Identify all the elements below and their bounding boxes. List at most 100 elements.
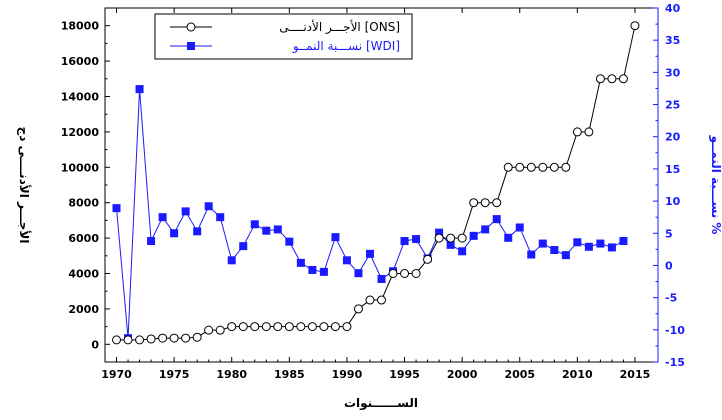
- data-point-wdi: [561, 251, 570, 260]
- data-point-ons: [273, 322, 283, 332]
- legend-box: [154, 13, 413, 60]
- data-point-ons: [561, 162, 571, 172]
- x-tick-label: 1995: [389, 368, 420, 381]
- data-point-wdi: [469, 231, 478, 240]
- data-point-ons: [146, 334, 156, 344]
- data-point-wdi: [181, 207, 190, 216]
- y-left-tick-label: 12000: [61, 126, 100, 139]
- x-tick-label: 2015: [620, 368, 651, 381]
- data-point-ons: [607, 74, 617, 84]
- y-right-tick-label: 10: [665, 195, 681, 208]
- y-right-tick-label: -5: [665, 292, 677, 305]
- data-point-wdi: [377, 274, 386, 283]
- data-point-ons: [123, 335, 133, 345]
- y-right-tick-label: -15: [665, 356, 685, 369]
- x-tick-label: 1985: [274, 368, 305, 381]
- data-point-ons: [595, 74, 605, 84]
- data-point-wdi: [527, 250, 536, 259]
- data-point-ons: [227, 322, 237, 332]
- y-left-tick-label: 16000: [61, 55, 100, 68]
- y-left-tick-label: 14000: [61, 91, 100, 104]
- data-point-ons: [135, 335, 145, 345]
- x-tick-label: 2010: [562, 368, 593, 381]
- data-point-ons: [319, 322, 329, 332]
- data-point-ons: [618, 74, 628, 84]
- data-point-ons: [480, 198, 490, 208]
- y-right-tick-label: 30: [665, 66, 681, 79]
- data-point-ons: [469, 198, 479, 208]
- data-point-wdi: [158, 213, 167, 222]
- data-point-ons: [388, 269, 398, 278]
- data-point-wdi: [515, 223, 524, 232]
- data-point-ons: [342, 322, 352, 332]
- y-right-tick-label: 15: [665, 163, 680, 176]
- data-point-wdi: [354, 269, 363, 278]
- legend-wdi-marker: [187, 42, 195, 50]
- plot-frame: [104, 7, 659, 363]
- data-point-wdi: [135, 85, 144, 94]
- data-point-ons: [112, 335, 122, 345]
- y-right-tick-label: 25: [665, 99, 680, 112]
- y-left-tick-label: 10000: [61, 161, 100, 174]
- y-right-tick-label: 5: [665, 227, 673, 240]
- series-line-ons: [116, 25, 636, 341]
- data-point-wdi: [342, 256, 351, 265]
- y-left-tick-label: 8000: [68, 197, 99, 210]
- data-point-wdi: [273, 225, 282, 234]
- data-point-ons: [204, 325, 214, 335]
- data-point-wdi: [412, 235, 421, 244]
- x-tick-label: 2000: [447, 368, 478, 381]
- data-point-wdi: [619, 236, 628, 245]
- y-left-tick-label: 0: [91, 338, 99, 351]
- ticks-layer: 1970 1975 1980 1985 1990 1995 2000 2005 2010 2015…: [61, 2, 686, 381]
- data-point-ons: [492, 198, 502, 208]
- data-point-wdi: [607, 243, 616, 252]
- data-point-ons: [457, 233, 467, 243]
- data-point-wdi: [596, 239, 605, 248]
- y-right-tick-label: 40: [665, 2, 681, 15]
- data-point-wdi: [538, 239, 547, 248]
- data-point-ons: [330, 322, 340, 332]
- data-point-ons: [353, 304, 363, 314]
- data-point-ons: [538, 162, 548, 172]
- x-tick-label: 1990: [332, 368, 363, 381]
- y-left-tick-label: 18000: [61, 20, 100, 33]
- data-point-wdi: [400, 236, 409, 245]
- data-point-wdi: [193, 227, 202, 236]
- data-point-wdi: [435, 228, 444, 237]
- data-point-wdi: [319, 267, 328, 276]
- data-point-ons: [215, 325, 225, 335]
- data-point-wdi: [204, 202, 213, 211]
- data-point-wdi: [550, 246, 559, 255]
- x-tick-label: 1970: [101, 368, 132, 381]
- data-point-wdi: [216, 213, 225, 222]
- data-point-wdi: [308, 265, 317, 274]
- data-point-ons: [411, 269, 421, 278]
- data-point-ons: [169, 333, 179, 343]
- data-point-ons: [515, 162, 525, 172]
- data-point-ons: [584, 127, 594, 137]
- data-point-wdi: [296, 258, 305, 267]
- data-point-ons: [365, 295, 375, 305]
- data-point-ons: [446, 233, 456, 243]
- data-point-ons: [526, 162, 536, 172]
- y-right-tick-label: 0: [665, 259, 673, 272]
- data-point-wdi: [147, 236, 156, 245]
- data-point-wdi: [285, 237, 294, 246]
- y-left-tick-label: 6000: [68, 232, 99, 245]
- data-point-ons: [238, 322, 248, 332]
- data-point-wdi: [458, 247, 467, 256]
- data-point-wdi: [239, 242, 248, 251]
- data-point-ons: [296, 322, 306, 332]
- y-left-tick-label: 2000: [68, 303, 99, 316]
- data-point-ons: [377, 295, 386, 305]
- data-point-ons: [572, 127, 582, 137]
- y-left-tick-label: 4000: [68, 268, 99, 281]
- legend-ons-label: الأجـــر الأدنــــى [ONS]: [279, 19, 400, 35]
- x-axis-title: الســــــنوات: [344, 396, 418, 411]
- data-point-ons: [261, 322, 271, 332]
- data-point-ons: [181, 333, 191, 343]
- x-tick-label: 1980: [216, 368, 247, 381]
